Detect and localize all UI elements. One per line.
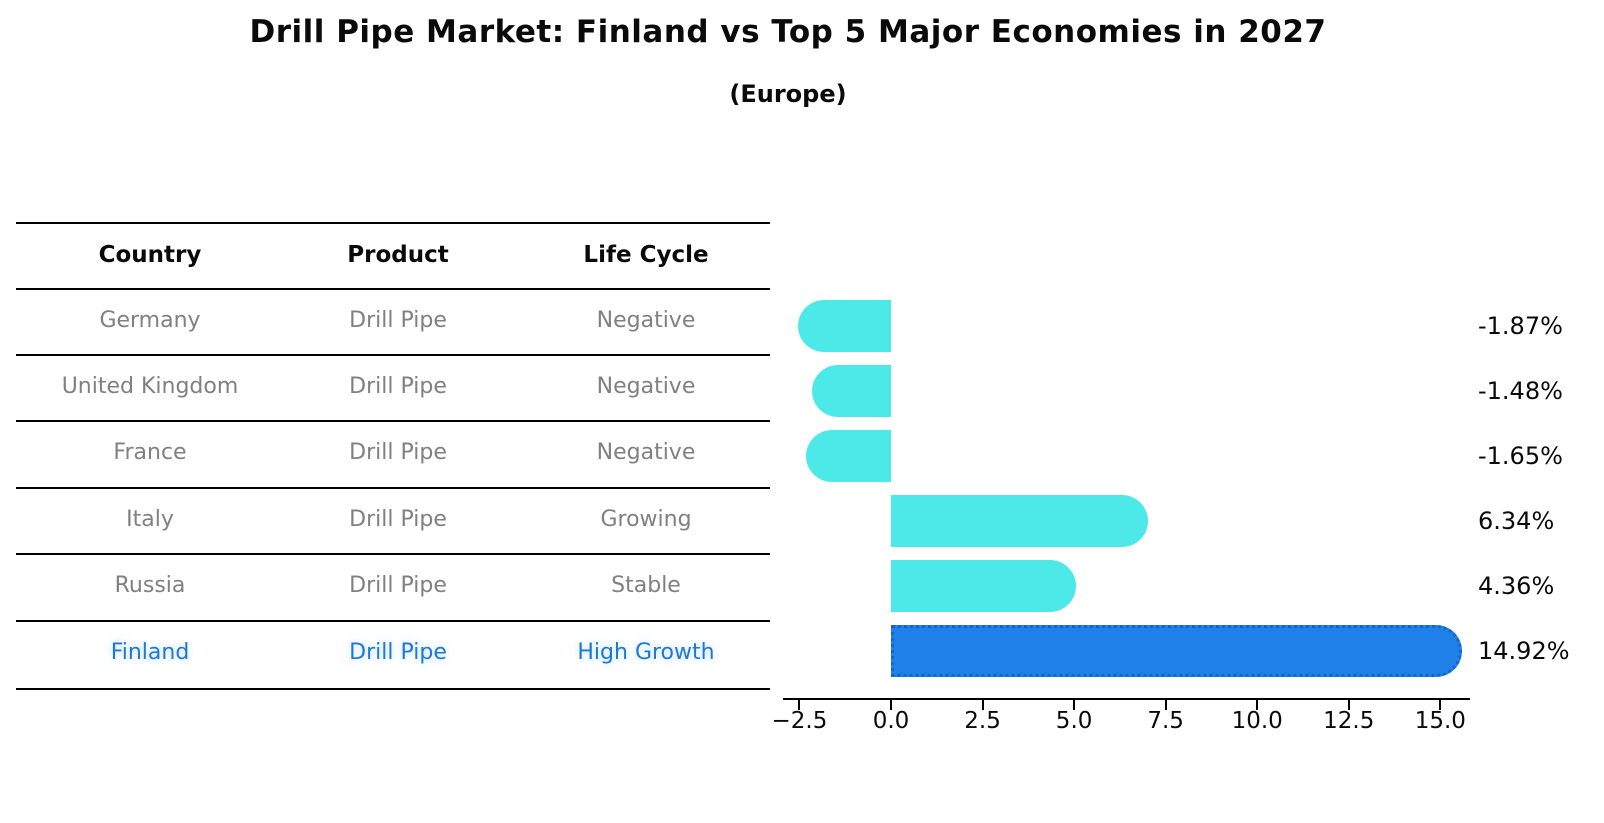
- x-axis-tick: [890, 700, 892, 710]
- x-axis-tick: [1073, 700, 1076, 710]
- table-rule: [16, 688, 770, 690]
- cell-country: France: [113, 440, 187, 465]
- table-rule: [16, 487, 770, 489]
- x-axis-tick: [981, 700, 984, 710]
- x-axis-tick-label: −2.5: [771, 708, 828, 734]
- table-rule: [16, 553, 770, 555]
- x-axis-tick: [1347, 700, 1350, 710]
- cell-country: Italy: [126, 507, 174, 532]
- cell-product: Drill Pipe: [349, 573, 447, 598]
- col-header-country: Country: [98, 242, 202, 268]
- x-axis-tick: [1164, 700, 1167, 710]
- cell-country: Russia: [114, 573, 186, 598]
- value-label: -1.48%: [1478, 377, 1563, 405]
- chart-title: Drill Pipe Market: Finland vs Top 5 Majo…: [249, 14, 1327, 50]
- bar-france: [805, 430, 891, 482]
- x-axis-tick-label: 0.0: [872, 708, 910, 734]
- table-rule: [16, 354, 770, 356]
- x-axis-tick-label: 5.0: [1055, 708, 1093, 734]
- cell-life-cycle: Growing: [600, 507, 692, 532]
- cell-life-cycle: Negative: [596, 308, 696, 333]
- bar-finland-highlight: [891, 625, 1463, 677]
- col-header-product: Product: [347, 242, 449, 268]
- cell-life-cycle: High Growth: [577, 640, 715, 665]
- col-header-life-cycle: Life Cycle: [583, 242, 709, 268]
- cell-country: Germany: [99, 308, 201, 333]
- value-label: -1.87%: [1478, 312, 1563, 340]
- x-axis: [783, 698, 1470, 700]
- bar-russia: [891, 560, 1076, 612]
- x-axis-tick: [1256, 700, 1259, 710]
- value-label: 14.92%: [1478, 637, 1570, 665]
- cell-product: Drill Pipe: [349, 507, 447, 532]
- cell-life-cycle: Negative: [596, 374, 696, 399]
- cell-product: Drill Pipe: [349, 640, 447, 665]
- table-rule: [16, 620, 770, 622]
- value-label: -1.65%: [1478, 442, 1563, 470]
- x-axis-tick-label: 12.5: [1323, 708, 1375, 734]
- bar-germany: [797, 300, 891, 352]
- cell-country: Finland: [110, 640, 190, 665]
- chart-subtitle: (Europe): [729, 80, 847, 108]
- cell-product: Drill Pipe: [349, 308, 447, 333]
- table-rule: [16, 420, 770, 422]
- x-axis-tick: [798, 700, 801, 710]
- cell-product: Drill Pipe: [349, 374, 447, 399]
- x-axis-tick: [1439, 700, 1442, 710]
- table-rule: [16, 288, 770, 290]
- table-rule: [16, 222, 770, 224]
- x-axis-tick-label: 10.0: [1231, 708, 1283, 734]
- x-axis-tick-label: 7.5: [1147, 708, 1184, 734]
- cell-country: United Kingdom: [61, 374, 239, 399]
- value-label: 6.34%: [1478, 507, 1555, 535]
- x-axis-tick-label: 2.5: [964, 708, 1001, 734]
- x-axis-tick-label: 15.0: [1414, 708, 1466, 734]
- cell-product: Drill Pipe: [349, 440, 447, 465]
- cell-life-cycle: Stable: [611, 573, 681, 598]
- cell-life-cycle: Negative: [596, 440, 696, 465]
- bar-italy: [891, 495, 1149, 547]
- bar-united-kingdom: [811, 365, 891, 417]
- value-label: 4.36%: [1478, 572, 1555, 600]
